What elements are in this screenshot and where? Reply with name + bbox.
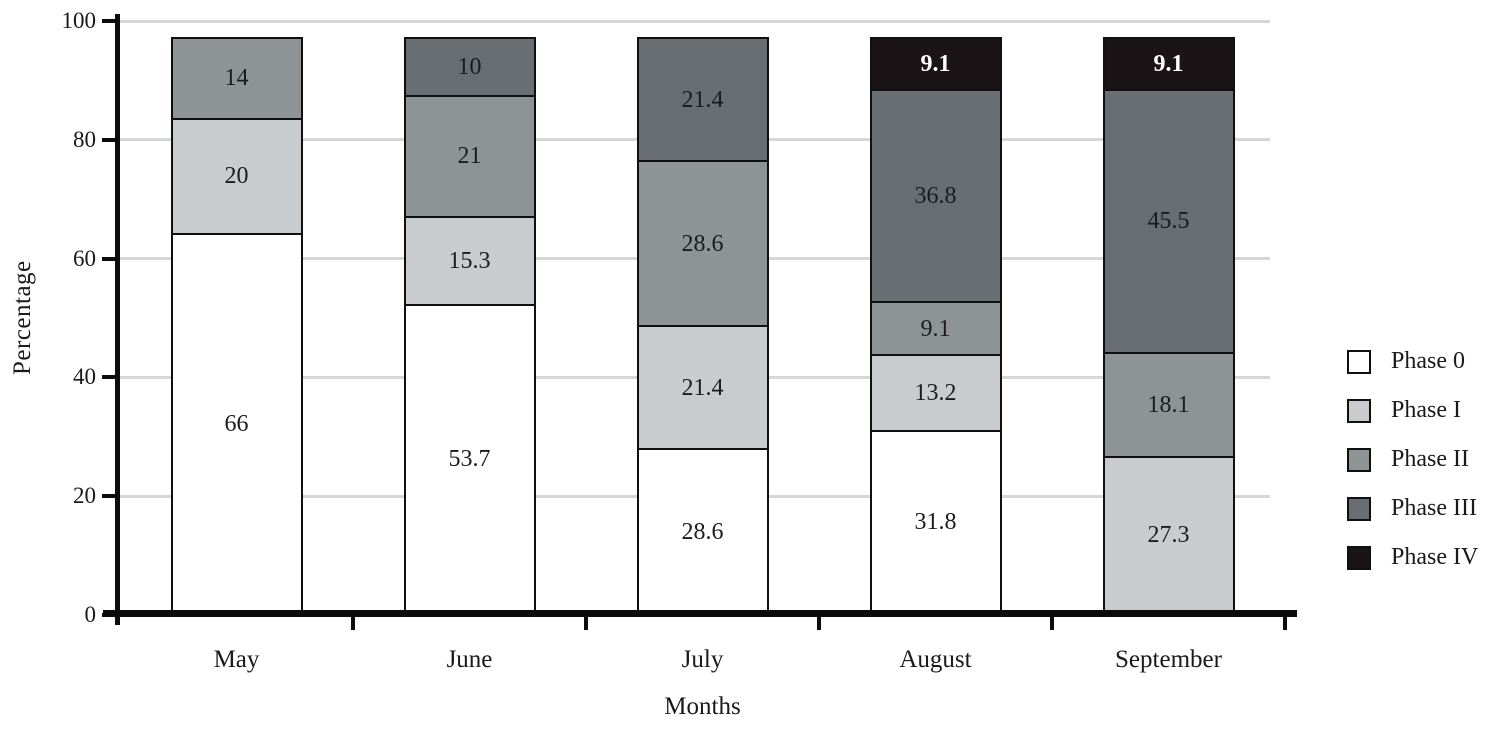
bar-segment-phase-iii: 21.4	[638, 37, 767, 161]
legend-swatch-icon	[1347, 349, 1371, 374]
bar-segment-phase-0: 28.6	[638, 448, 767, 613]
legend-item-phase-ii: Phase II	[1347, 447, 1507, 472]
bar-segment-phase-iv: 9.1	[871, 37, 1000, 90]
legend-swatch-icon	[1347, 398, 1371, 423]
x-axis-tick	[1050, 617, 1054, 630]
y-tick-label-40: 40	[73, 364, 96, 390]
segment-value-label: 45.5	[1147, 208, 1190, 235]
segment-value-label: 21	[457, 143, 482, 170]
segment-value-label: 15.3	[448, 247, 491, 274]
legend-swatch-icon	[1347, 496, 1371, 521]
bar-june: 53.7 15.3 21 10	[403, 37, 536, 615]
bar-segment-phase-i: 15.3	[405, 215, 534, 304]
legend-label: Phase I	[1391, 397, 1461, 423]
segment-value-label: 10	[457, 53, 482, 80]
bar-september: 27.3 18.1 45.5 9.1	[1102, 37, 1235, 615]
y-axis-tick	[102, 375, 118, 380]
segment-value-label: 13.2	[914, 379, 957, 406]
legend-label: Phase 0	[1391, 348, 1465, 374]
segment-value-label: 53.7	[448, 446, 491, 473]
segment-value-label: 14	[224, 65, 249, 92]
y-tick-label-20: 20	[73, 483, 96, 509]
x-tick-label-september: September	[1115, 646, 1222, 673]
bar-segment-phase-ii: 18.1	[1104, 351, 1233, 456]
bar-segment-phase-i: 20	[172, 117, 301, 233]
segment-value-label: 66	[224, 410, 249, 437]
bar-may: 66 20 14	[170, 37, 303, 615]
bar-segment-phase-0: 66	[172, 232, 301, 613]
x-axis-line	[103, 610, 1297, 617]
y-tick-label-100: 100	[61, 8, 97, 33]
bar-july: 28.6 21.4 28.6 21.4	[636, 37, 769, 615]
x-axis-tick	[817, 617, 821, 630]
legend-item-phase-i: Phase I	[1347, 398, 1507, 423]
x-axis-tick	[1283, 617, 1287, 630]
x-axis-title: Months	[664, 693, 741, 720]
x-tick-label-july: July	[681, 646, 724, 673]
bar-segment-phase-ii: 21	[405, 94, 534, 216]
legend: Phase 0 Phase I Phase II Phase III Phase IV	[1347, 349, 1507, 594]
segment-value-label: 9.1	[920, 315, 951, 342]
x-tick-label-may: May	[213, 646, 260, 673]
legend-label: Phase IV	[1391, 544, 1479, 570]
legend-item-phase-iv: Phase IV	[1347, 545, 1507, 570]
y-axis-tick	[102, 19, 118, 23]
segment-value-label: 27.3	[1147, 522, 1190, 549]
gridline-100	[120, 19, 1270, 23]
bar-segment-phase-iii: 10	[405, 37, 534, 95]
legend-item-phase-iii: Phase III	[1347, 496, 1507, 521]
legend-swatch-icon	[1347, 447, 1371, 472]
y-tick-label-0: 0	[84, 602, 97, 627]
x-axis-tick	[351, 617, 355, 630]
bar-segment-phase-ii: 28.6	[638, 160, 767, 325]
bar-segment-phase-ii: 14	[172, 37, 301, 118]
y-axis-line	[115, 14, 120, 625]
x-tick-label-august: August	[899, 646, 972, 673]
y-axis-tick	[102, 137, 118, 142]
y-axis-tick	[102, 256, 118, 261]
bar-segment-phase-0: 31.8	[871, 429, 1000, 613]
legend-label: Phase II	[1391, 446, 1469, 472]
legend-item-phase-0: Phase 0	[1347, 349, 1507, 374]
bar-segment-phase-i: 21.4	[638, 325, 767, 449]
bar-segment-phase-ii: 9.1	[871, 301, 1000, 354]
segment-value-label: 20	[224, 163, 249, 190]
legend-swatch-icon	[1347, 545, 1371, 570]
segment-value-label: 36.8	[914, 183, 957, 210]
segment-value-label: 18.1	[1147, 391, 1190, 418]
x-axis-tick	[584, 617, 588, 630]
x-tick-label-june: June	[446, 646, 493, 673]
bar-segment-phase-iv: 9.1	[1104, 37, 1233, 90]
segment-value-label: 31.8	[914, 509, 957, 536]
bar-segment-phase-i: 13.2	[871, 353, 1000, 430]
segment-value-label: 28.6	[681, 518, 724, 545]
legend-label: Phase III	[1391, 495, 1477, 521]
bar-segment-phase-0: 53.7	[405, 303, 534, 613]
bar-august: 31.8 13.2 9.1 36.8 9.1	[869, 37, 1002, 615]
y-tick-label-80: 80	[73, 126, 96, 152]
segment-value-label: 9.1	[920, 51, 951, 78]
segment-value-label: 21.4	[681, 86, 724, 113]
bar-segment-phase-iii: 45.5	[1104, 89, 1233, 352]
y-axis-tick	[102, 494, 118, 499]
segment-value-label: 28.6	[681, 230, 724, 257]
bar-segment-phase-i: 27.3	[1104, 455, 1233, 613]
segment-value-label: 9.1	[1153, 51, 1184, 78]
segment-value-label: 21.4	[681, 374, 724, 401]
y-tick-label-60: 60	[73, 245, 96, 271]
bar-segment-phase-iii: 36.8	[871, 89, 1000, 302]
